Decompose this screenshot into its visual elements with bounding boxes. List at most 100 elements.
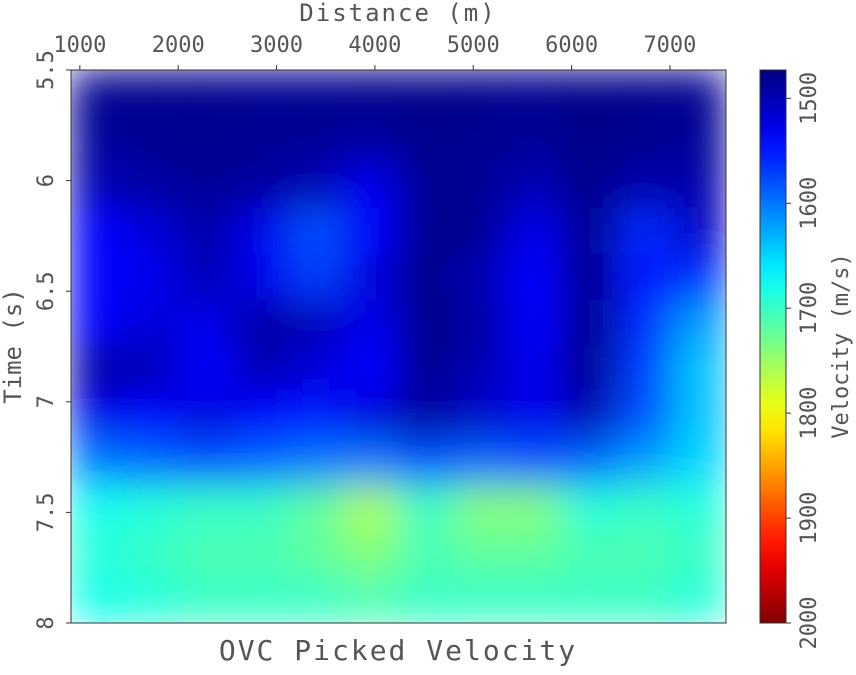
heatmap-cell: [234, 576, 290, 623]
heatmap-cell: [452, 392, 509, 440]
heatmap-cell: [288, 438, 345, 486]
heatmap-cell: [343, 346, 399, 394]
heatmap-cell: [343, 207, 399, 255]
colorbar-tick-label: 1900: [797, 492, 822, 545]
heatmap-cell: [234, 299, 290, 347]
heatmap-cell: [288, 576, 345, 623]
heatmap-cell: [398, 392, 454, 440]
y-tick-label: 5.5: [34, 50, 59, 90]
heatmap-cell: [343, 161, 399, 209]
heatmap-cell: [561, 115, 618, 163]
heatmap-cell: [125, 438, 181, 486]
colorbar-tick-label: 1600: [797, 177, 822, 230]
heatmap-cell: [507, 207, 563, 255]
colorbar-label: Velocity (m/s): [829, 253, 854, 438]
heatmap-cell: [343, 70, 399, 117]
x-tick-label: 4000: [348, 33, 401, 58]
heatmap-cell: [398, 530, 454, 578]
heatmap-cell: [398, 299, 454, 347]
colorbar-tick-label: 1500: [797, 72, 822, 125]
heatmap-cell: [234, 161, 290, 209]
heatmap-cell: [234, 207, 290, 255]
chart-title: OVC Picked Velocity: [219, 634, 577, 667]
heatmap-cell: [125, 530, 181, 578]
heatmap-cell: [234, 253, 290, 301]
heatmap-cell: [670, 438, 726, 486]
heatmap-cell: [670, 70, 726, 117]
heatmap-cell: [71, 161, 127, 209]
heatmap-cell: [616, 392, 672, 440]
heatmap-cell: [452, 576, 509, 623]
heatmap-cell: [125, 207, 181, 255]
heatmap-cell: [670, 299, 726, 347]
heatmap-cell: [234, 115, 290, 163]
heatmap-cell: [179, 530, 236, 578]
heatmap-cell: [670, 392, 726, 440]
heatmap-cell: [288, 161, 345, 209]
heatmap-cell: [452, 299, 509, 347]
heatmap-cell: [234, 70, 290, 117]
heatmap-cell: [343, 392, 399, 440]
heatmap-cell: [507, 438, 563, 486]
heatmap-cell: [507, 484, 563, 532]
heatmap-cell: [71, 115, 127, 163]
heatmap-cell: [179, 438, 236, 486]
heatmap-cell: [507, 530, 563, 578]
heatmap-cell: [125, 70, 181, 117]
heatmap-cell: [561, 161, 618, 209]
heatmap-cell: [343, 438, 399, 486]
heatmap-cell: [179, 576, 236, 623]
heatmap-cell: [179, 392, 236, 440]
y-tick-label: 7.5: [34, 493, 59, 533]
heatmap-cell: [670, 576, 726, 623]
heatmap-cell: [670, 115, 726, 163]
heatmap-cell: [234, 346, 290, 394]
heatmap-cell: [507, 161, 563, 209]
heatmap-cell: [71, 346, 127, 394]
heatmap-cell: [179, 207, 236, 255]
heatmap-cell: [398, 115, 454, 163]
y-tick-label: 7: [34, 395, 59, 408]
y-tick-label: 6.5: [34, 271, 59, 311]
heatmap-cell: [288, 253, 345, 301]
heatmap-cell: [398, 484, 454, 532]
heatmap-cell: [71, 207, 127, 255]
heatmap-cell: [452, 530, 509, 578]
heatmap-cell: [398, 161, 454, 209]
heatmap-cell: [125, 484, 181, 532]
heatmap-cell: [179, 161, 236, 209]
heatmap-cell: [234, 392, 290, 440]
heatmap-cell: [670, 253, 726, 301]
heatmap-cell: [71, 70, 127, 117]
heatmap-cell: [616, 576, 672, 623]
heatmap-cell: [561, 484, 618, 532]
heatmap-cell: [561, 530, 618, 578]
heatmap-cell: [452, 253, 509, 301]
heatmap-cell: [343, 115, 399, 163]
heatmap-cell: [616, 484, 672, 532]
heatmap-cell: [125, 346, 181, 394]
heatmap-cell: [561, 70, 618, 117]
heatmap-cell: [288, 346, 345, 394]
heatmap-cell: [670, 346, 726, 394]
x-axis-label: Distance (m): [299, 0, 496, 27]
x-tick-label: 6000: [545, 33, 598, 58]
heatmap-cell: [288, 207, 345, 255]
heatmap-cell: [234, 438, 290, 486]
heatmap-cell: [343, 299, 399, 347]
heatmap-cell: [670, 207, 726, 255]
heatmap: [71, 70, 726, 623]
heatmap-cell: [234, 484, 290, 532]
heatmap-cell: [561, 438, 618, 486]
colorbar-tick-label: 2000: [797, 597, 822, 650]
heatmap-cell: [343, 576, 399, 623]
heatmap-cell: [670, 161, 726, 209]
heatmap-cell: [616, 299, 672, 347]
x-tick-label: 3000: [250, 33, 303, 58]
heatmap-cell: [507, 576, 563, 623]
heatmap-cell: [507, 346, 563, 394]
heatmap-cell: [125, 161, 181, 209]
x-tick-label: 2000: [152, 33, 205, 58]
heatmap-cell: [179, 299, 236, 347]
